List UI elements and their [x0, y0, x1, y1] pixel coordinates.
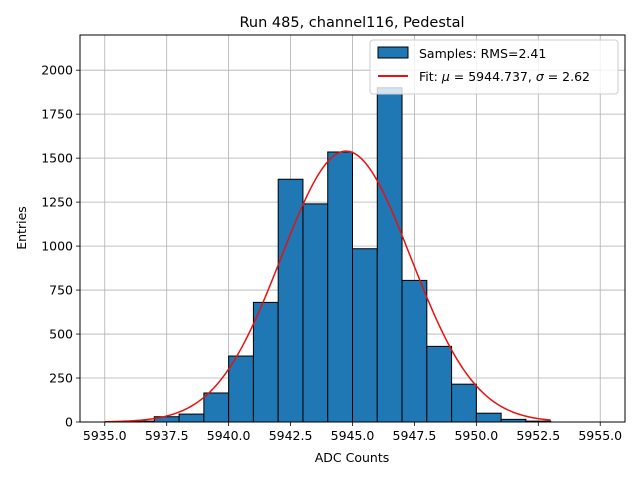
- x-axis-ticks: 5935.0 5937.5 5940.0 5942.5 5945.0 5947.5 5950…: [83, 422, 622, 443]
- histogram-bar: [327, 151, 353, 423]
- legend-samples-label: Samples: RMS=2.41: [419, 46, 546, 61]
- legend-mu-value: = 5944.737,: [450, 69, 536, 84]
- legend-sigma-value: = 2.62: [544, 69, 590, 84]
- fit-curve: [104, 150, 551, 423]
- x-tick-label: 5950.0: [454, 428, 498, 443]
- y-tick-label: 250: [49, 371, 73, 386]
- legend: Samples: RMS=2.41 Fit: μ = 5944.737, σ =…: [369, 39, 619, 95]
- y-tick-label: 750: [49, 283, 73, 298]
- x-tick-label: 5945.0: [331, 428, 375, 443]
- legend-fit-label: Fit: μ = 5944.737, σ = 2.62: [419, 69, 590, 84]
- y-tick-label: 1250: [41, 195, 73, 210]
- histogram-bar: [178, 413, 205, 423]
- histogram-bar: [302, 203, 329, 423]
- x-tick-label: 5937.5: [145, 428, 189, 443]
- legend-fit-prefix: Fit:: [419, 69, 442, 84]
- chart-title: Run 485, channel116, Pedestal: [239, 15, 464, 31]
- x-tick-label: 5947.5: [393, 428, 437, 443]
- histogram-bar: [376, 87, 403, 423]
- y-tick-label: 500: [49, 327, 73, 342]
- y-tick-label: 1500: [41, 151, 73, 166]
- y-tick-label: 0: [65, 415, 73, 430]
- histogram-bar: [277, 178, 304, 423]
- histogram-bar: [228, 355, 254, 423]
- x-tick-label: 5955.0: [578, 428, 622, 443]
- y-tick-label: 1000: [41, 239, 73, 254]
- histogram-bar: [401, 279, 428, 423]
- histogram-bar: [475, 412, 502, 423]
- y-axis-label: Entries: [14, 206, 29, 250]
- histogram-bar: [451, 383, 477, 423]
- x-tick-label: 5935.0: [83, 428, 127, 443]
- y-axis-ticks: 0 250 500 750 1000 1250 1500 1750 2000: [41, 63, 80, 430]
- x-tick-label: 5940.0: [207, 428, 251, 443]
- histogram-bar: [203, 392, 230, 423]
- x-tick-label: 5952.5: [516, 428, 560, 443]
- y-tick-label: 1750: [41, 107, 73, 122]
- y-tick-label: 2000: [41, 63, 73, 78]
- x-tick-label: 5942.5: [269, 428, 313, 443]
- histogram-bar: [252, 301, 279, 423]
- legend-mu-symbol: μ: [441, 69, 450, 84]
- histogram-bar: [352, 248, 378, 423]
- x-axis-label: ADC Counts: [315, 450, 390, 465]
- histogram-bar: [426, 345, 453, 423]
- legend-sigma-symbol: σ: [536, 69, 545, 84]
- legend-frame: [369, 39, 619, 95]
- legend-samples-swatch: [377, 46, 409, 59]
